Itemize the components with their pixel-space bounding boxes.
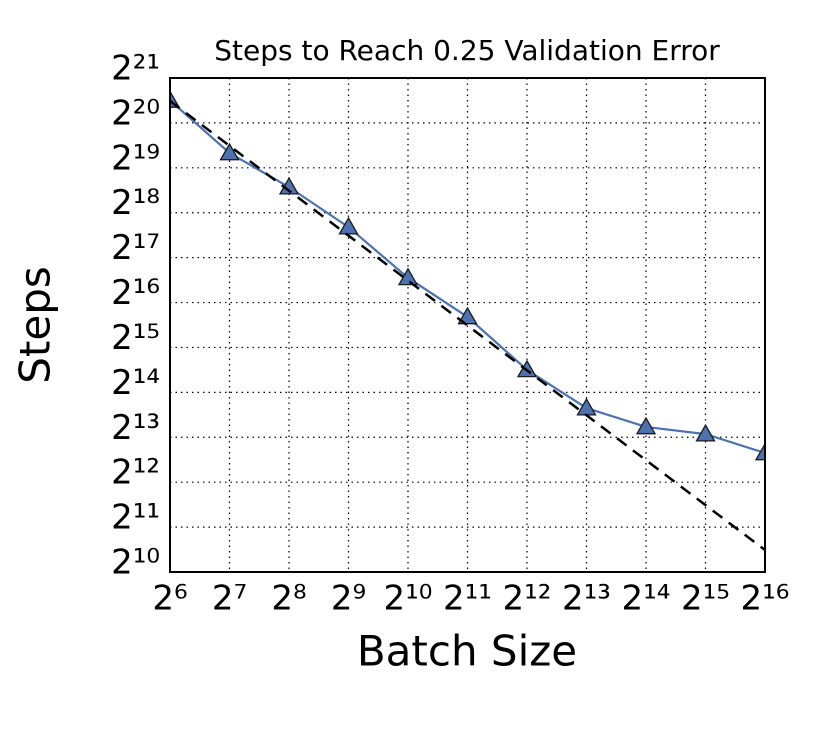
y-tick-label: 2¹³ xyxy=(111,408,160,448)
y-tick-label: 2¹⁵ xyxy=(111,318,160,358)
y-axis-label: Steps xyxy=(11,266,60,384)
x-tick-label: 2¹¹ xyxy=(443,579,492,619)
x-tick-label: 2⁹ xyxy=(331,579,366,619)
x-tick-label: 2¹⁶ xyxy=(741,579,790,619)
x-tick-label: 2⁸ xyxy=(271,579,306,619)
y-tick-label: 2¹⁰ xyxy=(111,543,160,583)
x-tick-label: 2⁶ xyxy=(152,579,187,619)
data-point xyxy=(397,267,419,286)
y-tick-label: 2²¹ xyxy=(111,49,160,89)
data-point xyxy=(219,142,240,161)
data-point xyxy=(457,306,478,325)
series-line xyxy=(170,99,765,551)
data-point xyxy=(695,423,716,442)
y-tick-label: 2¹² xyxy=(111,453,160,493)
y-tick-label: 2¹⁷ xyxy=(111,228,160,268)
x-tick-label: 2¹² xyxy=(503,579,552,619)
x-axis-label: Batch Size xyxy=(357,627,577,676)
data-point xyxy=(338,216,359,235)
y-tick-label: 2²⁰ xyxy=(111,93,160,133)
y-tick-label: 2¹⁹ xyxy=(111,138,160,178)
plot-frame xyxy=(169,77,766,573)
grid xyxy=(169,77,766,573)
y-tick-label: 2¹⁶ xyxy=(111,273,160,313)
y-tick-label: 2¹⁴ xyxy=(111,363,160,403)
plot-area xyxy=(170,90,765,551)
chart-title: Steps to Reach 0.25 Validation Error xyxy=(214,34,720,67)
x-tick-label: 2⁷ xyxy=(212,579,247,619)
data-point xyxy=(516,359,538,378)
y-tick-label: 2¹¹ xyxy=(111,498,160,538)
y-tick-label: 2¹⁸ xyxy=(111,183,160,223)
x-tick-label: 2¹³ xyxy=(562,579,611,619)
x-tick-label: 2¹⁴ xyxy=(622,579,671,619)
data-point xyxy=(754,442,765,461)
data-point xyxy=(635,416,657,435)
x-tick-label: 2¹⁵ xyxy=(681,579,730,619)
x-tick-label: 2¹⁰ xyxy=(384,579,433,619)
